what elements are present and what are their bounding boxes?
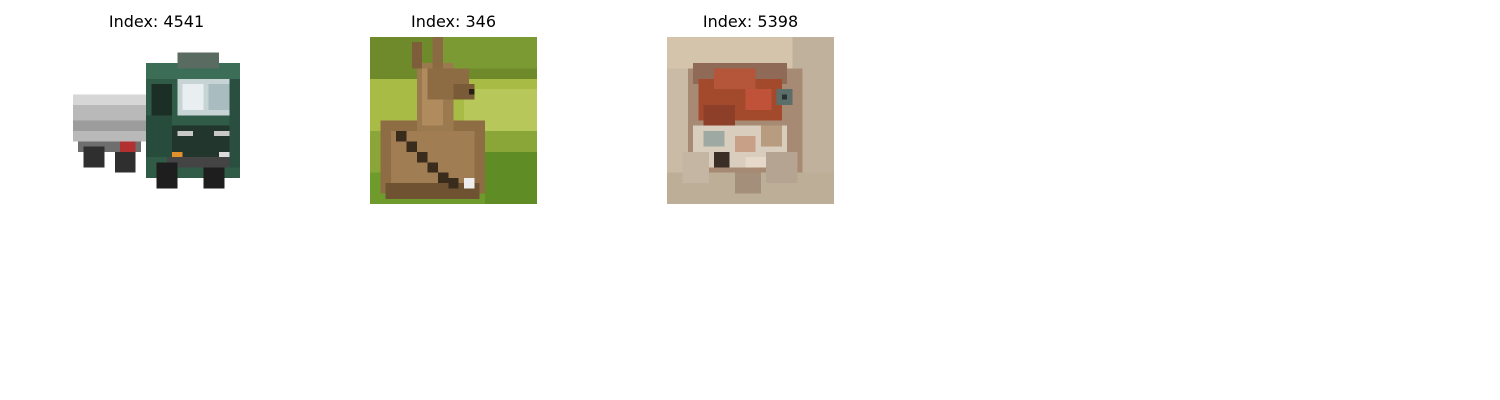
truck-thumbnail xyxy=(73,37,240,204)
deer-thumbnail xyxy=(370,37,537,204)
panel-title: Index: 5398 xyxy=(667,13,834,31)
truck-image xyxy=(73,37,240,204)
frog-image xyxy=(667,37,834,204)
panel-title: Index: 4541 xyxy=(73,13,240,31)
panel-title: Index: 346 xyxy=(370,13,537,31)
deer-image xyxy=(370,37,537,204)
frog-thumbnail xyxy=(667,37,834,204)
